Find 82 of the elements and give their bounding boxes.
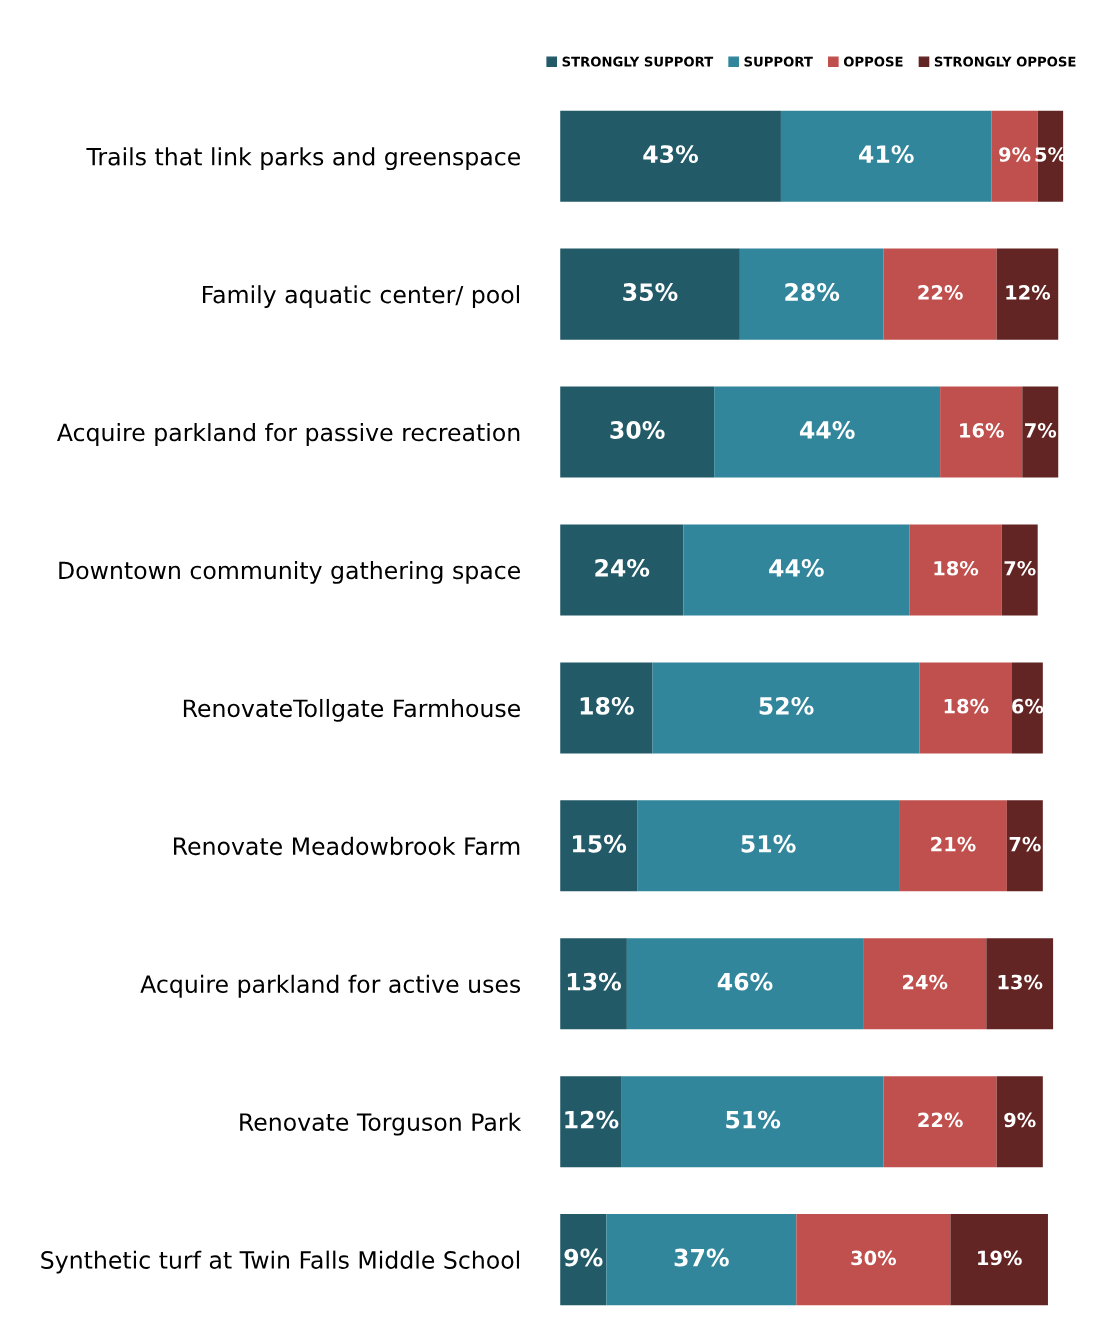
- data-label: 24%: [902, 974, 948, 990]
- data-label: 51%: [741, 834, 796, 853]
- data-label: 9%: [1004, 1112, 1036, 1128]
- bar: [883, 1076, 997, 1168]
- y-tick-label: Trails that link parks and greenspace: [86, 147, 520, 171]
- data-label: 37%: [674, 1248, 729, 1267]
- data-label: 7%: [1004, 560, 1036, 576]
- data-label: 15%: [573, 834, 627, 853]
- data-label: 30%: [851, 1250, 897, 1266]
- bar: [996, 248, 1059, 340]
- bar: [714, 386, 941, 478]
- bar: [940, 386, 1023, 478]
- data-label: 9%: [564, 1248, 603, 1267]
- y-tick-label: Family aquatic center/ pool: [203, 285, 520, 308]
- bar: [909, 524, 1002, 616]
- bar: [1022, 386, 1059, 478]
- bar: [560, 1076, 622, 1168]
- data-label: 19%: [978, 1250, 1022, 1266]
- bar: [621, 1076, 884, 1168]
- bar: [560, 800, 638, 892]
- data-label: 7%: [1025, 422, 1057, 438]
- data-label: 16%: [960, 422, 1004, 438]
- data-label: 22%: [918, 1112, 963, 1128]
- data-label: 12%: [565, 1110, 619, 1129]
- legend-label: STRONGLY OPPOSE: [934, 56, 1076, 67]
- bar: [683, 524, 910, 616]
- data-label: 21%: [931, 836, 976, 852]
- bar: [796, 1214, 951, 1306]
- data-label: 41%: [859, 145, 914, 164]
- data-label: 24%: [595, 558, 650, 577]
- data-label: 9%: [999, 147, 1031, 162]
- bar: [863, 938, 987, 1030]
- y-tick-label: Renovate Meadowbrook Farm: [174, 836, 520, 856]
- bar: [950, 1214, 1048, 1306]
- bar: [996, 1076, 1043, 1168]
- legend-label: SUPPORT: [744, 56, 813, 67]
- data-label: 18%: [934, 560, 979, 576]
- data-label: 28%: [785, 283, 840, 301]
- bar: [560, 524, 684, 616]
- bar: [560, 386, 715, 478]
- bar: [883, 248, 997, 340]
- data-label: 22%: [918, 285, 963, 300]
- data-label: 18%: [944, 698, 989, 714]
- bar: [560, 662, 653, 754]
- y-tick-label: Renovate Torguson Park: [240, 1112, 522, 1136]
- bar: [1001, 524, 1038, 616]
- bar: [606, 1214, 797, 1306]
- data-label: 44%: [769, 558, 824, 577]
- bar: [637, 800, 900, 892]
- bar: [919, 662, 1013, 754]
- data-label: 51%: [726, 1110, 781, 1129]
- data-label: 13%: [567, 972, 622, 991]
- bar: [986, 938, 1054, 1030]
- y-tick-label: Acquire parkland for active uses: [140, 974, 521, 998]
- data-label: 30%: [610, 421, 665, 439]
- data-label: 13%: [998, 974, 1043, 990]
- data-label: 44%: [799, 421, 855, 439]
- data-label: 43%: [643, 145, 699, 164]
- bar: [560, 110, 781, 202]
- data-label: 35%: [623, 283, 678, 301]
- data-label: 6%: [1012, 698, 1044, 714]
- bar: [560, 938, 627, 1030]
- legend-label: OPPOSE: [843, 56, 903, 67]
- bar: [780, 110, 992, 202]
- data-label: 52%: [759, 696, 814, 715]
- bar: [899, 800, 1007, 892]
- data-label: 12%: [1006, 285, 1051, 300]
- bar: [739, 248, 884, 340]
- data-label: 7%: [1009, 836, 1041, 852]
- bar: [560, 1214, 607, 1306]
- legend-label: STRONGLY SUPPORT: [562, 56, 714, 67]
- y-tick-label: RenovateTollgate Farmhouse: [183, 698, 520, 722]
- y-tick-label: Downtown community gathering space: [59, 561, 520, 584]
- y-tick-label: Acquire parkland for passive recreation: [56, 423, 520, 446]
- bar: [626, 938, 864, 1030]
- data-label: 46%: [717, 972, 773, 991]
- bar: [1012, 662, 1043, 754]
- data-label: 18%: [580, 696, 634, 715]
- bar: [560, 248, 740, 340]
- bar: [1006, 800, 1043, 892]
- bar: [652, 662, 920, 754]
- y-tick-label: Synthetic turf at Twin Falls Middle School: [41, 1250, 520, 1274]
